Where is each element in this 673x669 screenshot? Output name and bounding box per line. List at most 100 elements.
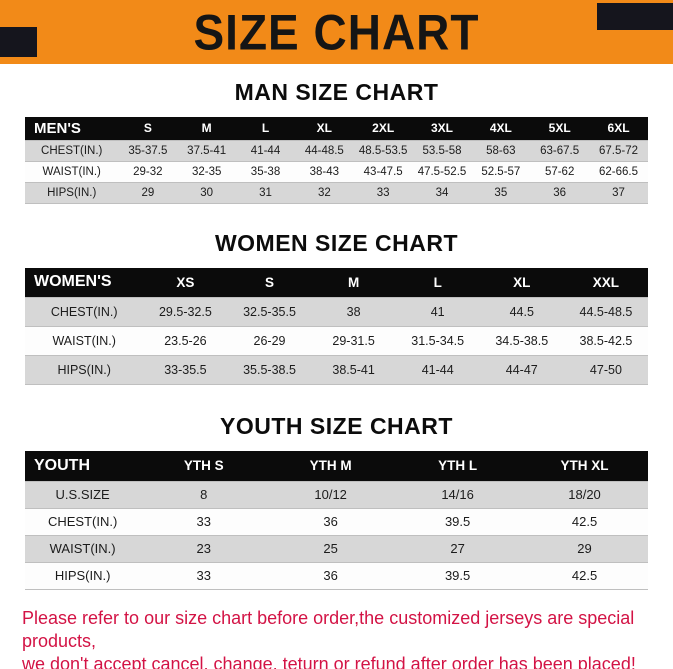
corner-decoration-right — [597, 3, 673, 30]
table-title-cell: WOMEN'S — [25, 267, 144, 298]
value-cell: 38.5-42.5 — [563, 326, 648, 356]
value-cell: 38 — [311, 297, 396, 327]
value-cell: 44.5 — [479, 297, 564, 327]
row-label-cell: U.S.SIZE — [25, 480, 141, 509]
value-cell: 41-44 — [395, 355, 480, 385]
row-label-cell: CHEST(IN.) — [25, 139, 119, 162]
table-row: WAIST(IN.) 29-32 32-35 35-38 38-43 43-47.5 47.… — [25, 160, 648, 183]
table-row: WAIST(IN.) 23 25 27 29 — [25, 534, 648, 563]
table-row: HIPS(IN.) 29 30 31 32 33 34 35 36 37 — [25, 181, 648, 204]
row-label-cell: WAIST(IN.) — [25, 160, 119, 183]
column-header: YTH L — [394, 451, 522, 481]
table-row: CHEST(IN.) 35-37.5 37.5-41 41-44 44-48.5 48.5… — [25, 139, 648, 162]
column-header: 4XL — [471, 117, 531, 140]
value-cell: 38-43 — [294, 160, 354, 183]
table-header-row: YOUTH YTH S YTH M YTH L YTH XL — [25, 451, 648, 481]
value-cell: 35.5-38.5 — [227, 355, 312, 385]
value-cell: 27 — [394, 534, 522, 563]
value-cell: 38.5-41 — [311, 355, 396, 385]
disclaimer-line-1: Please refer to our size chart before or… — [22, 607, 635, 651]
section-women: WOMEN SIZE CHART WOMEN'S XS S M L XL XXL CHEST(… — [0, 229, 673, 385]
value-cell: 33 — [140, 507, 268, 536]
value-cell: 29-31.5 — [311, 326, 396, 356]
column-header: XL — [294, 117, 354, 140]
value-cell: 29-32 — [118, 160, 178, 183]
column-header: YTH S — [140, 451, 268, 481]
value-cell: 8 — [140, 480, 268, 509]
value-cell: 62-66.5 — [589, 160, 648, 183]
value-cell: 43-47.5 — [353, 160, 413, 183]
value-cell: 30 — [177, 181, 237, 204]
column-header: YTH M — [267, 451, 395, 481]
value-cell: 31.5-34.5 — [395, 326, 480, 356]
value-cell: 42.5 — [521, 507, 648, 536]
value-cell: 36 — [267, 507, 395, 536]
value-cell: 14/16 — [394, 480, 522, 509]
value-cell: 29.5-32.5 — [143, 297, 228, 327]
footer-disclaimer: Please refer to our size chart before or… — [22, 607, 673, 669]
row-label-cell: HIPS(IN.) — [25, 355, 144, 385]
value-cell: 29 — [521, 534, 648, 563]
value-cell: 35-38 — [236, 160, 295, 183]
value-cell: 37.5-41 — [177, 139, 237, 162]
women-section-heading: WOMEN SIZE CHART — [214, 229, 459, 256]
row-label-cell: WAIST(IN.) — [25, 534, 141, 563]
value-cell: 58-63 — [471, 139, 531, 162]
youth-size-table: YOUTH YTH S YTH M YTH L YTH XL U.S.SIZE 8 10/12… — [25, 451, 648, 590]
column-header: L — [236, 117, 295, 140]
column-header: M — [311, 267, 396, 298]
value-cell: 33-35.5 — [143, 355, 228, 385]
value-cell: 44-47 — [479, 355, 564, 385]
value-cell: 35 — [471, 181, 531, 204]
youth-section-heading: YOUTH SIZE CHART — [220, 413, 453, 439]
column-header: 5XL — [530, 117, 590, 140]
value-cell: 29 — [118, 181, 178, 204]
value-cell: 36 — [530, 181, 590, 204]
column-header: XXL — [563, 267, 648, 298]
row-label-cell: HIPS(IN.) — [25, 181, 119, 204]
table-title-cell: MEN'S — [25, 117, 119, 140]
row-label-cell: HIPS(IN.) — [25, 561, 141, 590]
value-cell: 39.5 — [394, 507, 522, 536]
men-size-table: MEN'S S M L XL 2XL 3XL 4XL 5XL 6XL CHEST(IN.) 35-37… — [25, 117, 648, 204]
value-cell: 44-48.5 — [294, 139, 354, 162]
table-title-cell: YOUTH — [25, 451, 141, 481]
column-header: XS — [143, 267, 228, 298]
value-cell: 33 — [140, 561, 268, 590]
value-cell: 32.5-35.5 — [227, 297, 312, 327]
table-row: U.S.SIZE 8 10/12 14/16 18/20 — [25, 480, 648, 509]
value-cell: 57-62 — [530, 160, 590, 183]
value-cell: 48.5-53.5 — [353, 139, 413, 162]
column-header: S — [118, 117, 178, 140]
table-header-row: MEN'S S M L XL 2XL 3XL 4XL 5XL 6XL — [25, 117, 648, 140]
value-cell: 44.5-48.5 — [563, 297, 648, 327]
table-row: HIPS(IN.) 33-35.5 35.5-38.5 38.5-41 41-44 44-… — [25, 355, 648, 385]
value-cell: 10/12 — [267, 480, 395, 509]
value-cell: 31 — [236, 181, 295, 204]
table-row: CHEST(IN.) 29.5-32.5 32.5-35.5 38 41 44.5 44.5… — [25, 297, 648, 327]
column-header: YTH XL — [521, 451, 648, 481]
table-row: WAIST(IN.) 23.5-26 26-29 29-31.5 31.5-34.5 34… — [25, 326, 648, 356]
value-cell: 47-50 — [563, 355, 648, 385]
value-cell: 18/20 — [521, 480, 648, 509]
column-header: S — [227, 267, 312, 298]
column-header: M — [177, 117, 237, 140]
value-cell: 34.5-38.5 — [479, 326, 564, 356]
page-title: SIZE CHART — [193, 3, 480, 61]
column-header: L — [395, 267, 480, 298]
row-label-cell: WAIST(IN.) — [25, 326, 144, 356]
column-header: 6XL — [589, 117, 648, 140]
row-label-cell: CHEST(IN.) — [25, 297, 144, 327]
value-cell: 42.5 — [521, 561, 648, 590]
value-cell: 32-35 — [177, 160, 237, 183]
value-cell: 41 — [395, 297, 480, 327]
value-cell: 33 — [353, 181, 413, 204]
column-header: 2XL — [353, 117, 413, 140]
value-cell: 32 — [294, 181, 354, 204]
value-cell: 23 — [140, 534, 268, 563]
value-cell: 63-67.5 — [530, 139, 590, 162]
men-section-heading: MAN SIZE CHART — [234, 79, 439, 105]
women-size-table: WOMEN'S XS S M L XL XXL CHEST(IN.) 29.5-32.5 32.5… — [25, 267, 648, 385]
table-header-row: WOMEN'S XS S M L XL XXL — [25, 267, 648, 298]
